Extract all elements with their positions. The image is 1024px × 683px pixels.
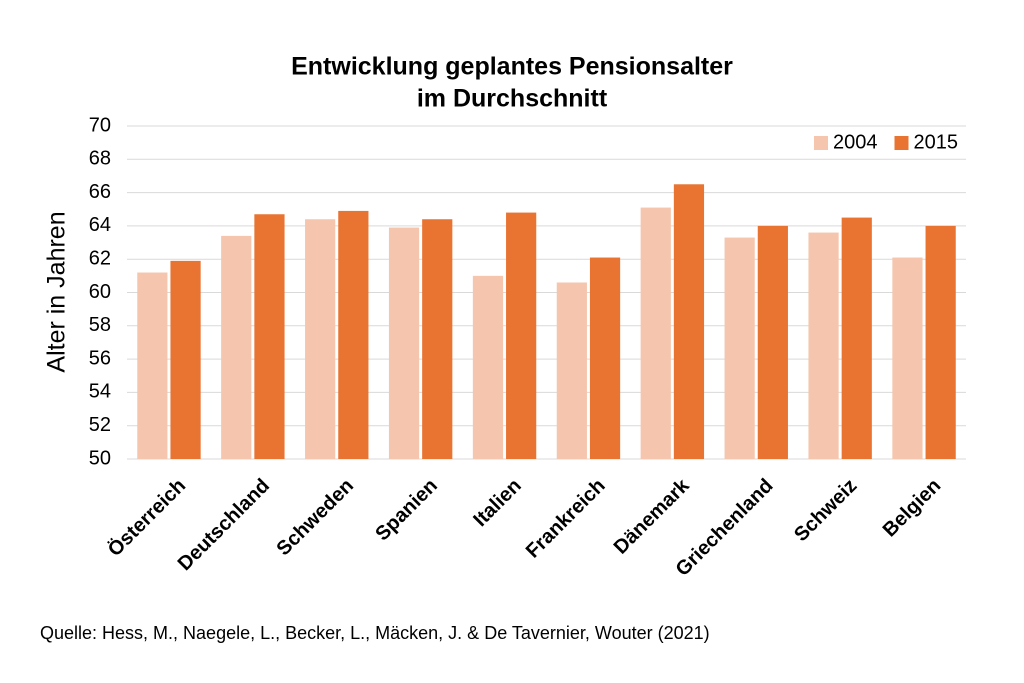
chart-title: im Durchschnitt: [417, 85, 608, 113]
bar: [221, 235, 252, 459]
legend-swatch: [814, 136, 828, 150]
y-tick-label: 68: [89, 148, 111, 170]
x-tick-label: Spanien: [371, 475, 442, 546]
bar: [724, 237, 755, 459]
y-tick-label: 62: [89, 247, 111, 269]
y-tick-label: 66: [89, 181, 111, 203]
bar: [841, 217, 872, 459]
x-tick-label: Italien: [469, 475, 525, 531]
bar: [137, 272, 168, 459]
y-tick-label: 52: [89, 414, 111, 436]
bar: [925, 225, 956, 459]
y-axis-label: Alter in Jahren: [43, 211, 71, 372]
legend-label: 2004: [833, 131, 878, 153]
y-tick-label: 64: [89, 214, 111, 236]
bar: [254, 214, 285, 459]
bar: [422, 219, 453, 459]
source-note: Quelle: Hess, M., Naegele, L., Becker, L…: [40, 623, 710, 643]
bar: [757, 225, 788, 459]
bar: [892, 257, 923, 459]
x-tick-label: Dänemark: [610, 474, 695, 559]
bar: [589, 257, 621, 459]
y-tick-label: 60: [89, 281, 111, 303]
y-tick-label: 50: [89, 447, 111, 469]
legend-swatch: [894, 136, 909, 150]
bar: [170, 260, 201, 459]
y-tick-label: 70: [89, 114, 111, 136]
bar: [808, 232, 839, 459]
x-tick-label: Schweden: [273, 475, 359, 561]
y-tick-label: 54: [89, 381, 111, 403]
x-tick-label: Österreich: [103, 474, 190, 561]
y-tick-label: 58: [89, 314, 111, 336]
legend-label: 2015: [914, 131, 959, 153]
bar: [388, 227, 420, 459]
bar: [472, 275, 504, 459]
bar: [338, 210, 369, 459]
y-tick-label: 56: [89, 347, 111, 369]
bar: [640, 207, 671, 459]
x-tick-label: Schweiz: [790, 475, 861, 546]
bar: [305, 219, 336, 459]
bar: [556, 282, 587, 459]
bar: [506, 212, 537, 459]
bar: [673, 184, 705, 459]
x-tick-label: Belgien: [879, 475, 946, 542]
x-tick-label: Frankreich: [522, 475, 610, 563]
chart-title: Entwicklung geplantes Pensionsalter: [291, 53, 733, 81]
